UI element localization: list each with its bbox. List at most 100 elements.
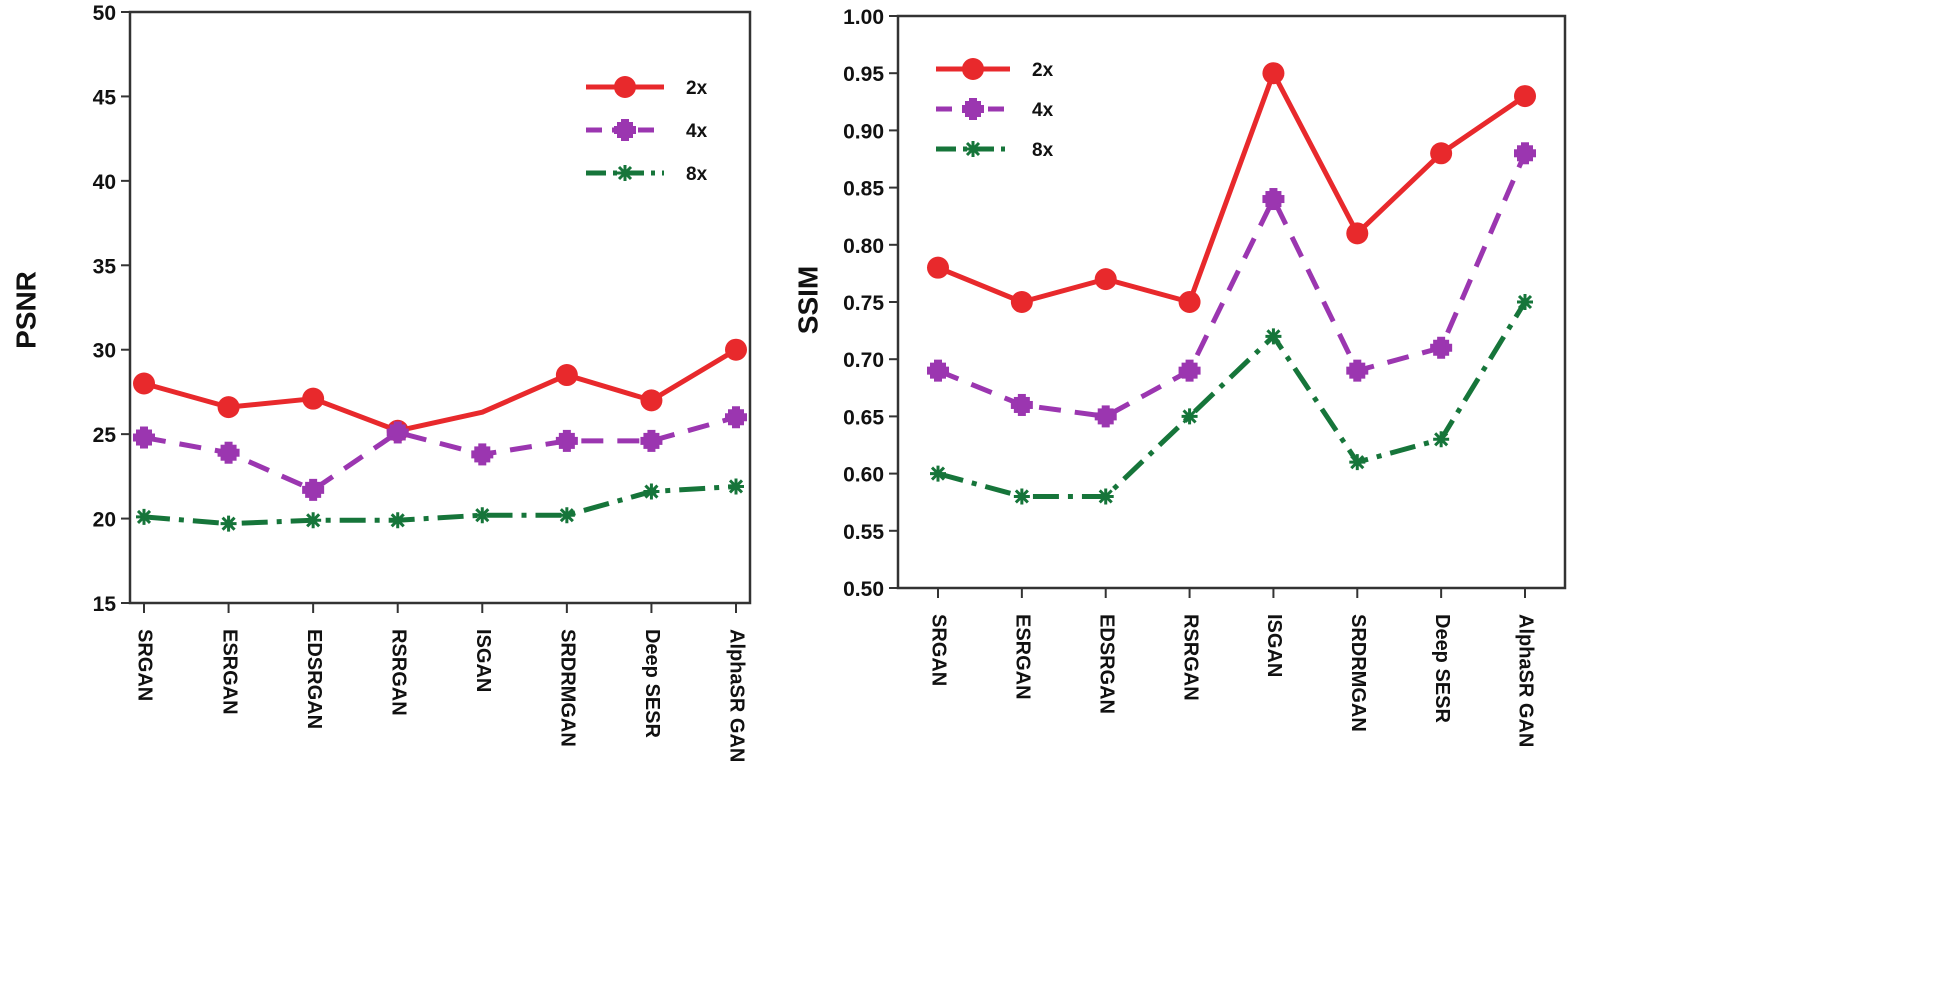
point-4x-alphasr-gan bbox=[725, 406, 747, 429]
legend: 2x 4x 8x bbox=[586, 76, 708, 185]
y-axis-title: PSNR bbox=[10, 271, 41, 349]
series-line-2x bbox=[143, 347, 738, 434]
point-4x-alphasr-gan bbox=[1514, 142, 1536, 165]
series-8x bbox=[930, 294, 1533, 505]
point-2x-deep-sesr bbox=[1430, 142, 1453, 165]
point-8x-esrgan bbox=[1013, 488, 1030, 505]
point-4x-isgan bbox=[1262, 188, 1285, 211]
point-2x-srdrmgan bbox=[1346, 222, 1369, 245]
x-label-srdrmgan: SRDRMGAN bbox=[1347, 614, 1369, 732]
point-4x-esrgan bbox=[217, 441, 240, 464]
y-tick-label: 0.65 bbox=[843, 406, 884, 429]
y-tick-label: 0.50 bbox=[843, 578, 884, 601]
series-4x bbox=[133, 406, 747, 501]
point-8x-deep-sesr bbox=[643, 483, 660, 500]
series-4x bbox=[927, 142, 1536, 428]
point-4x-deep-sesr bbox=[640, 429, 663, 452]
y-tick-label: 0.95 bbox=[843, 63, 884, 86]
plot-frame bbox=[128, 10, 752, 605]
series-line-2x bbox=[937, 70, 1527, 305]
point-2x-isgan bbox=[1262, 62, 1285, 85]
y-tick-label: 0.55 bbox=[843, 521, 884, 544]
point-2x-esrgan bbox=[217, 396, 240, 419]
point-8x-srdrmgan bbox=[558, 507, 575, 524]
x-label-deep-sesr: Deep SESR bbox=[1431, 614, 1453, 723]
point-2x-edsrgan bbox=[1094, 268, 1117, 291]
y-tick-label: 20 bbox=[93, 509, 116, 532]
point-2x-alphasr-gan bbox=[725, 338, 747, 361]
legend-label-8x: 8x bbox=[1032, 140, 1054, 161]
y-tick-label: 1.00 bbox=[843, 6, 884, 29]
point-2x-alphasr-gan bbox=[1514, 85, 1536, 108]
psnr-chart: 15 20 25 30 35 40 45 50 SRGAN ESRGAN EDSRGAN RSRGAN… bbox=[10, 2, 752, 762]
x-label-esrgan: ESRGAN bbox=[218, 629, 240, 715]
point-4x-srdrmgan bbox=[1346, 359, 1369, 382]
series-2x bbox=[927, 62, 1536, 313]
point-8x-esrgan bbox=[220, 515, 237, 532]
series-line-4x bbox=[143, 414, 737, 493]
point-2x-rsrgan bbox=[1178, 291, 1201, 313]
point-2x-edsrgan bbox=[302, 387, 325, 410]
y-tick-label: 35 bbox=[93, 255, 117, 278]
x-label-isgan: ISGAN bbox=[472, 629, 494, 692]
point-4x-srgan bbox=[927, 359, 949, 382]
point-4x-edsrgan bbox=[302, 478, 325, 501]
series-8x bbox=[136, 478, 744, 532]
x-label-edsrgan: EDSRGAN bbox=[1095, 614, 1117, 714]
legend-label-2x: 2x bbox=[686, 78, 708, 99]
y-tick-label: 0.90 bbox=[843, 120, 884, 143]
point-8x-alphasr-gan bbox=[1517, 294, 1533, 310]
x-label-alphasr-gan: AlphaSR GAN bbox=[726, 629, 748, 762]
legend-label-4x: 4x bbox=[1032, 100, 1054, 121]
point-8x-isgan bbox=[474, 507, 491, 524]
y-axis-title: SSIM bbox=[792, 266, 823, 334]
y-tick-label: 0.70 bbox=[843, 349, 884, 372]
point-2x-srdrmgan bbox=[555, 364, 578, 387]
x-label-deep-sesr: Deep SESR bbox=[641, 629, 663, 738]
y-tick-label: 0.80 bbox=[843, 235, 884, 258]
y-tick-label: 0.75 bbox=[843, 292, 884, 315]
legend-marker-4x bbox=[614, 119, 636, 141]
legend-label-8x: 8x bbox=[686, 164, 708, 185]
point-2x-deep-sesr bbox=[640, 389, 663, 412]
x-label-edsrgan: EDSRGAN bbox=[303, 629, 325, 729]
point-4x-isgan bbox=[471, 443, 494, 466]
legend-label-2x: 2x bbox=[1032, 60, 1054, 81]
point-2x-srgan bbox=[133, 372, 155, 395]
point-8x-rsrgan bbox=[1181, 408, 1198, 425]
x-label-esrgan: ESRGAN bbox=[1012, 614, 1034, 700]
ssim-chart: 0.50 0.55 0.60 0.65 0.70 0.75 0.80 0.85 0.90 0.95… bbox=[792, 6, 1567, 747]
y-tick-label: 25 bbox=[93, 424, 117, 447]
legend-marker-4x bbox=[962, 98, 984, 120]
plot-frame bbox=[896, 14, 1567, 590]
point-2x-srgan bbox=[927, 256, 949, 279]
x-label-srgan: SRGAN bbox=[928, 614, 950, 686]
point-8x-srdrmgan bbox=[1349, 454, 1366, 471]
point-8x-srgan bbox=[136, 508, 152, 525]
point-4x-rsrgan bbox=[1178, 359, 1201, 382]
point-8x-alphasr-gan bbox=[728, 478, 744, 495]
point-4x-rsrgan bbox=[386, 421, 409, 444]
series-line-8x bbox=[143, 483, 737, 527]
point-4x-edsrgan bbox=[1094, 405, 1117, 428]
y-tick-label: 50 bbox=[93, 2, 116, 25]
legend: 2x 4x 8x bbox=[936, 58, 1054, 161]
legend-marker-8x bbox=[965, 141, 981, 157]
x-label-isgan: ISGAN bbox=[1263, 614, 1285, 677]
legend-marker-2x bbox=[962, 58, 984, 80]
y-tick-label: 15 bbox=[93, 593, 117, 616]
legend-label-4x: 4x bbox=[686, 121, 708, 142]
point-8x-deep-sesr bbox=[1433, 431, 1450, 448]
x-label-srdrmgan: SRDRMGAN bbox=[557, 629, 579, 747]
point-4x-esrgan bbox=[1010, 393, 1033, 416]
series-line-4x bbox=[937, 152, 1528, 419]
point-8x-srgan bbox=[930, 465, 946, 482]
x-label-srgan: SRGAN bbox=[134, 629, 156, 701]
legend-marker-8x bbox=[617, 165, 633, 181]
x-label-rsrgan: RSRGAN bbox=[387, 629, 409, 716]
series-line-8x bbox=[937, 300, 1528, 499]
point-8x-isgan bbox=[1265, 328, 1282, 345]
point-2x-esrgan bbox=[1010, 291, 1033, 313]
y-tick-label: 30 bbox=[93, 340, 116, 363]
point-4x-srgan bbox=[133, 426, 155, 449]
